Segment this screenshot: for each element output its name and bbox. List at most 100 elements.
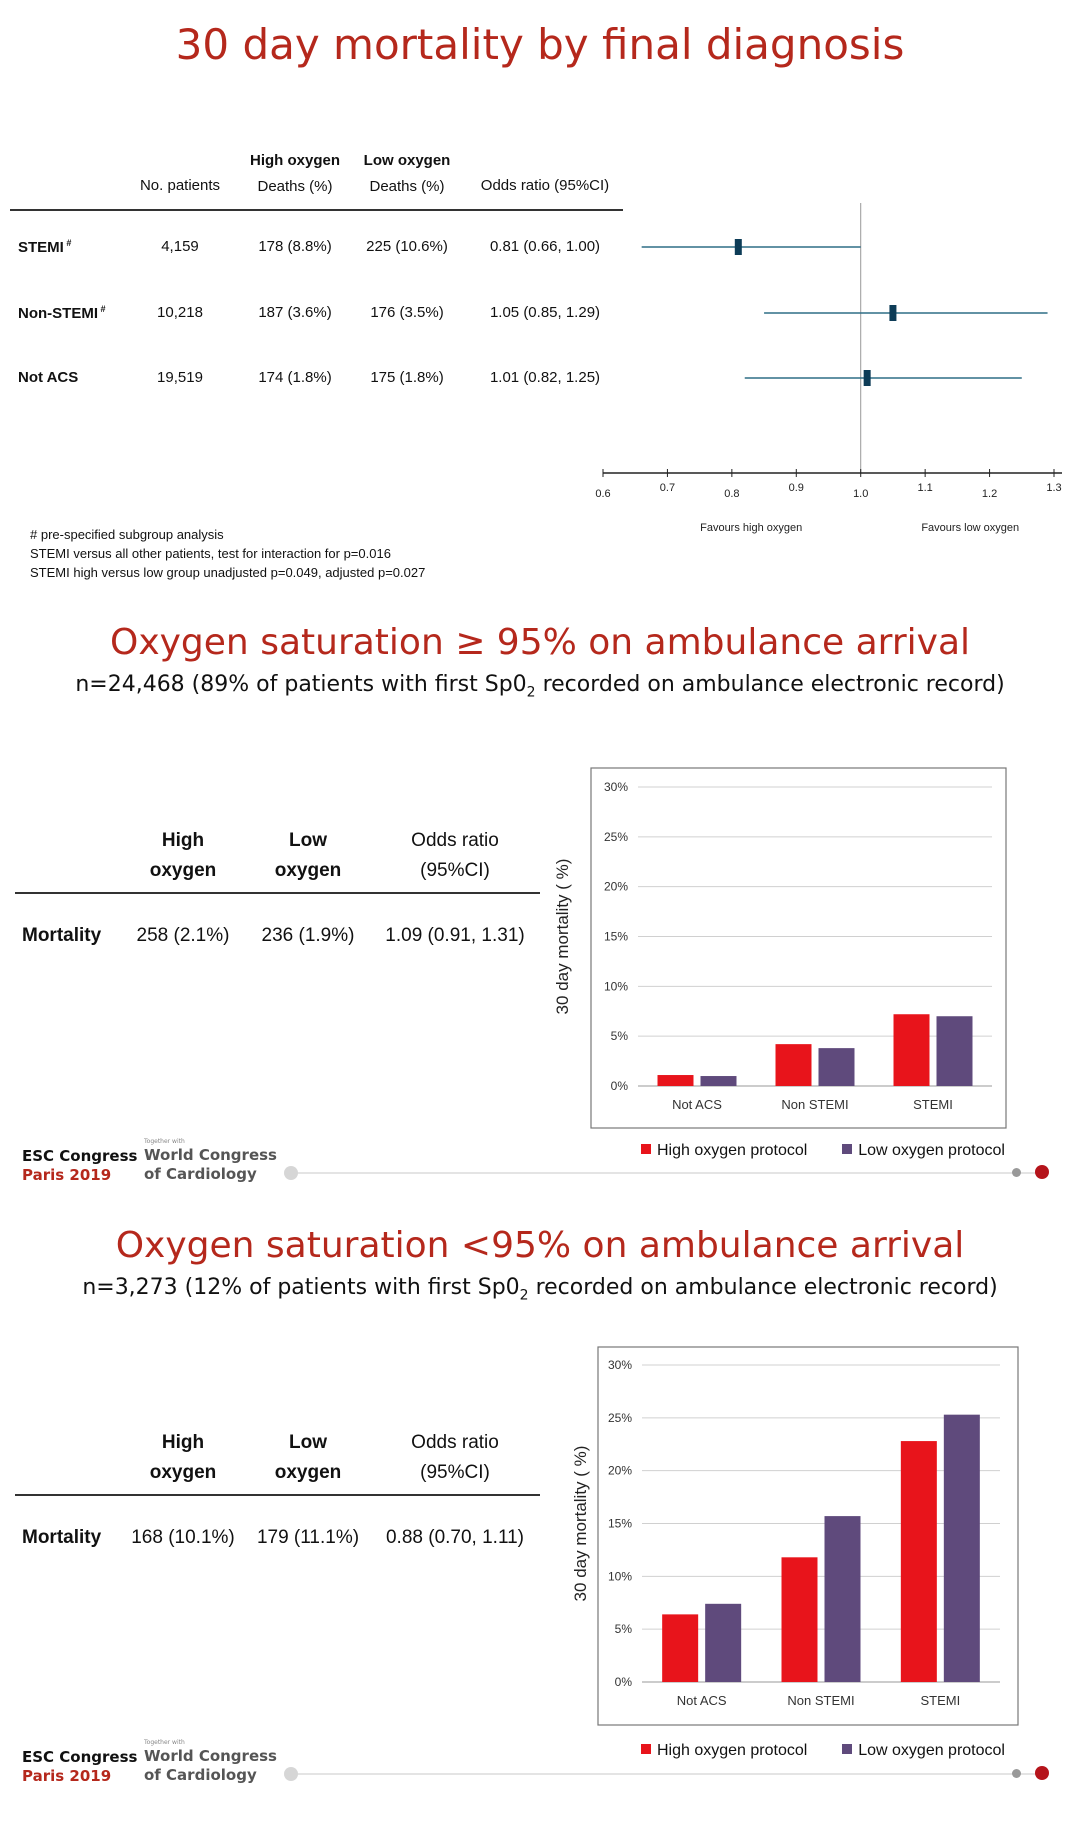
point-estimate <box>889 305 897 321</box>
row-name: Not ACS <box>18 369 79 386</box>
legend-high-label: High oxygen protocol <box>657 1742 808 1759</box>
section-b-or-value: 0.88 (0.70, 1.11) <box>385 1527 525 1548</box>
row-odds-ratio: 1.05 (0.85, 1.29) <box>489 304 601 321</box>
favours-high-label: Favours high oxygen <box>700 522 802 534</box>
esc-logo: ESC Congress Paris 2019 <box>22 1147 137 1185</box>
y-tick-label: 5% <box>611 1029 629 1043</box>
bar-low-oxygen <box>824 1516 861 1682</box>
progress-dot <box>1012 1168 1021 1177</box>
y-tick-label: 15% <box>604 930 628 944</box>
section-a-subtitle-pre: n=24,468 (89% of patients with first Sp0 <box>75 672 527 697</box>
row-high-deaths: 174 (1.8%) <box>258 369 332 386</box>
row-patients: 4,159 <box>161 238 199 255</box>
footnote-1: # pre-specified subgroup analysis <box>30 527 224 542</box>
logo-together: Together with <box>144 1138 185 1145</box>
section-b-rule <box>15 1494 540 1496</box>
legend-high-swatch <box>641 1144 651 1154</box>
forest-tick-label: 1.3 <box>1046 482 1061 494</box>
header-high-top: High oxygen <box>249 152 340 169</box>
row-odds-ratio: 0.81 (0.66, 1.00) <box>489 238 601 255</box>
section-a-high-value: 258 (2.1%) <box>136 925 230 946</box>
section-a-subtitle-post: recorded on ambulance electronic record) <box>535 672 1005 697</box>
progress-track <box>288 1172 1048 1174</box>
header-patients: No. patients <box>139 177 221 194</box>
section-a-low-value: 236 (1.9%) <box>261 925 355 946</box>
section-a-row-label: Mortality <box>22 925 102 946</box>
progress-track <box>288 1773 1048 1775</box>
section-a-or-top: Odds ratio <box>411 830 499 851</box>
y-tick-label: 0% <box>615 1675 633 1689</box>
section-b-header-low: Low oxygen <box>258 1428 358 1488</box>
y-axis-label: 30 day mortality ( %) <box>553 859 572 1015</box>
forest-tick-label: 0.9 <box>789 482 804 494</box>
wcc-logo: Together with World Congress of Cardiolo… <box>144 1138 277 1184</box>
row-odds-ratio: 1.01 (0.82, 1.25) <box>489 369 601 386</box>
logo-wc2: of Cardiology <box>144 1165 257 1183</box>
favours-low-label: Favours low oxygen <box>921 522 1019 534</box>
logo-esc: ESC Congress <box>22 1147 138 1165</box>
row-patients: 19,519 <box>157 369 203 386</box>
section-a-header-or: Odds ratio (95%CI) <box>385 826 525 886</box>
bar-high-oxygen <box>657 1075 694 1086</box>
point-estimate <box>734 239 742 255</box>
progress-current-dot <box>1035 1165 1049 1179</box>
forest-plot: 0.6 0.7 0.8 0.9 1.0 1.1 1.2 1.3 Favours high oxy… <box>595 203 1062 534</box>
header-low-oxygen: Low oxygen Deaths (%) <box>347 148 467 200</box>
point-estimate <box>863 370 871 386</box>
header-high-bottom: Deaths (%) <box>257 178 333 195</box>
table-rule <box>10 209 623 211</box>
footnote-2: STEMI versus all other patients, test fo… <box>30 546 391 561</box>
section-a-subtitle: n=24,468 (89% of patients with first Sp0… <box>0 672 1080 700</box>
forest-tick-label: 1.0 <box>853 488 868 500</box>
row-patients: 10,218 <box>157 304 203 321</box>
logo-wc2: of Cardiology <box>144 1766 257 1784</box>
progress-start-dot <box>284 1166 298 1180</box>
section-b-high-bottom: oxygen <box>149 1462 217 1483</box>
y-tick-label: 20% <box>608 1464 632 1478</box>
bar-high-oxygen <box>781 1557 818 1682</box>
y-tick-label: 25% <box>604 830 628 844</box>
bar-low-oxygen <box>700 1076 737 1086</box>
logo-wc1: World Congress <box>144 1146 277 1164</box>
section-b-high-value: 168 (10.1%) <box>131 1527 235 1548</box>
forest-tick-label: 0.6 <box>595 488 610 500</box>
bar-high-oxygen <box>775 1044 812 1086</box>
section-a-title: Oxygen saturation ≥ 95% on ambulance arr… <box>109 622 971 663</box>
section-a-bar-chart: 0% 5% 10% 15% 20% 25% 30% Not ACS Non STEMI STEMI… <box>553 767 1007 1129</box>
section-b-legend: High oxygen protocol Low oxygen protocol <box>641 1742 1005 1760</box>
y-tick-label: 25% <box>608 1411 632 1425</box>
section-b-or-bottom: (95%CI) <box>420 1462 490 1483</box>
row-name: Non-STEMI # <box>18 304 106 322</box>
section-b-subtitle: n=3,273 (12% of patients with first Sp02… <box>0 1275 1080 1303</box>
section-a-header-low: Low oxygen <box>258 826 358 886</box>
row-low-deaths: 176 (3.5%) <box>370 304 444 321</box>
bar-high-oxygen <box>662 1614 699 1682</box>
bar-low-oxygen <box>936 1016 973 1086</box>
header-low-bottom: Deaths (%) <box>369 178 445 195</box>
header-low-top: Low oxygen <box>363 152 451 169</box>
progress-start-dot <box>284 1767 298 1781</box>
y-tick-label: 10% <box>604 979 628 993</box>
progress-dot <box>1012 1769 1021 1778</box>
legend-low-swatch <box>842 1744 853 1754</box>
row-name-mark: # <box>98 304 106 314</box>
section-a-rule <box>15 892 540 894</box>
y-tick-label: 5% <box>615 1622 633 1636</box>
section-b-subtitle-sub: 2 <box>519 1287 529 1304</box>
forest-tick-label: 1.2 <box>982 488 997 500</box>
section-a-low-bottom: oxygen <box>274 860 342 881</box>
y-tick-label: 30% <box>608 1358 632 1372</box>
header-high-oxygen: High oxygen Deaths (%) <box>235 148 355 200</box>
x-category-label: Non STEMI <box>787 1693 854 1708</box>
x-category-label: Not ACS <box>677 1693 727 1708</box>
section-a-legend: High oxygen protocol Low oxygen protocol <box>641 1142 1005 1160</box>
logo-wc1: World Congress <box>144 1747 277 1765</box>
y-tick-label: 30% <box>604 780 628 794</box>
esc-logo: ESC Congress Paris 2019 <box>22 1748 137 1786</box>
logo-paris: Paris 2019 <box>22 1166 112 1184</box>
row-name-mark: # <box>63 238 72 248</box>
bar-low-oxygen <box>705 1603 742 1682</box>
y-axis-label: 30 day mortality ( %) <box>571 1446 590 1602</box>
x-category-label: Not ACS <box>672 1097 722 1112</box>
section-a-high-top: High <box>161 830 205 851</box>
